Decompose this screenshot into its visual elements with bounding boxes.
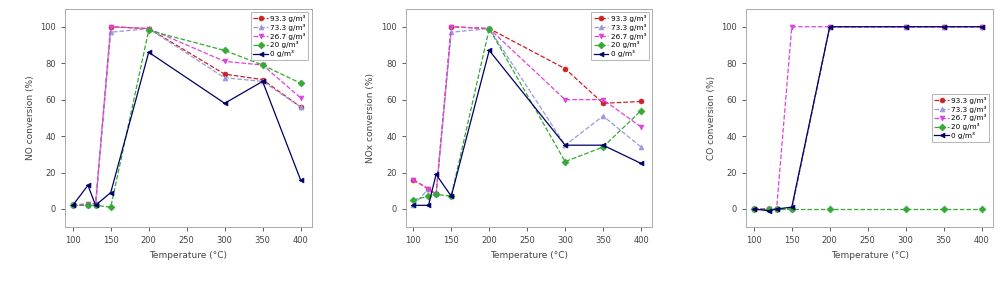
- Y-axis label: NO conversion (%): NO conversion (%): [26, 76, 35, 160]
- Legend: 93.3 g/m³, 73.3 g/m³, 26.7 g/m³, 20 g/m³, 0 g/m³: 93.3 g/m³, 73.3 g/m³, 26.7 g/m³, 20 g/m³…: [250, 12, 308, 60]
- X-axis label: Temperature (°C): Temperature (°C): [830, 251, 908, 260]
- Legend: 93.3 g/m³, 73.3 g/m³, 26.7 g/m³, 20 g/m³, 0 g/m³: 93.3 g/m³, 73.3 g/m³, 26.7 g/m³, 20 g/m³…: [590, 12, 648, 60]
- Legend: 93.3 g/m³, 73.3 g/m³, 26.7 g/m³, 20 g/m³, 0 g/m³: 93.3 g/m³, 73.3 g/m³, 26.7 g/m³, 20 g/m³…: [931, 94, 988, 142]
- X-axis label: Temperature (°C): Temperature (°C): [490, 251, 567, 260]
- Y-axis label: CO conversion (%): CO conversion (%): [706, 76, 715, 160]
- X-axis label: Temperature (°C): Temperature (°C): [149, 251, 227, 260]
- Y-axis label: NOx conversion (%): NOx conversion (%): [366, 73, 375, 163]
